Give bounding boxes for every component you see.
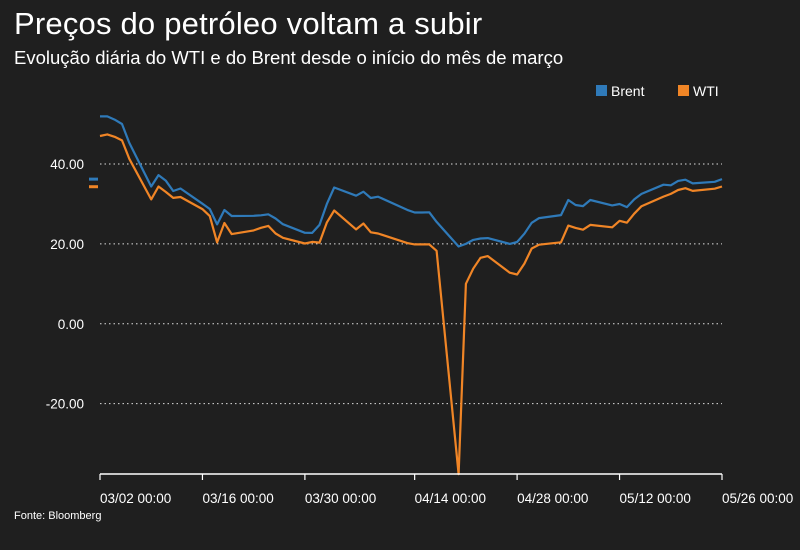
x-axis: 03/02 00:00 03/16 00:00 03/30 00:00 04/14 0… (99, 473, 793, 506)
legend: Brent WTI (596, 83, 719, 99)
series-line-wti (99, 133, 723, 476)
y-tick-label: -20.00 (46, 397, 84, 412)
last-value-markers (89, 177, 98, 189)
y-tick-label: 40.00 (50, 157, 84, 172)
chart-title: Preços do petróleo voltam a subir (14, 6, 483, 41)
legend-label-brent: Brent (611, 83, 645, 99)
x-tick-label: 03/02 00:00 (100, 491, 171, 506)
x-tick-label: 04/28 00:00 (517, 491, 588, 506)
gridlines (100, 163, 722, 405)
legend-swatch-wti (678, 85, 689, 96)
y-axis-ticks: 40.00 20.00 0.00 -20.00 (46, 157, 84, 412)
y-tick-label: 0.00 (58, 317, 84, 332)
source-note: Fonte: Bloomberg (14, 510, 102, 522)
x-tick-label: 03/30 00:00 (305, 491, 376, 506)
series-line-brent (100, 115, 723, 248)
chart-subtitle: Evolução diária do WTI e do Brent desde … (14, 47, 564, 68)
y-tick-label: 20.00 (50, 237, 84, 252)
legend-swatch-brent (596, 85, 607, 96)
x-tick-label: 05/26 00:00 (722, 491, 793, 506)
legend-label-wti: WTI (693, 83, 719, 99)
x-tick-label: 04/14 00:00 (415, 491, 486, 506)
x-tick-label: 05/12 00:00 (620, 491, 691, 506)
series-lines (99, 115, 723, 476)
x-tick-label: 03/16 00:00 (202, 491, 273, 506)
